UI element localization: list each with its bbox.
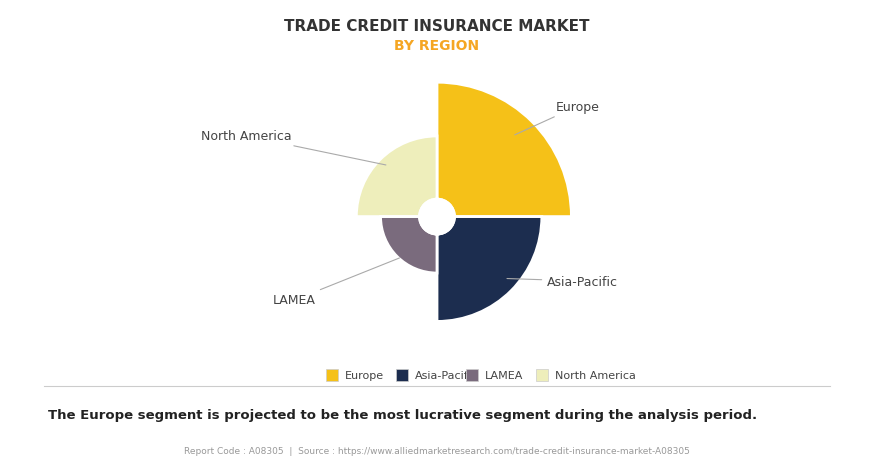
Text: Report Code : A08305  |  Source : https://www.alliedmarketresearch.com/trade-cre: Report Code : A08305 | Source : https://… xyxy=(184,445,690,455)
Text: The Europe segment is projected to be the most lucrative segment during the anal: The Europe segment is projected to be th… xyxy=(48,408,757,421)
Text: North America: North America xyxy=(201,130,386,166)
Text: BY REGION: BY REGION xyxy=(394,39,480,53)
Text: North America: North America xyxy=(555,370,635,381)
Text: Europe: Europe xyxy=(515,100,600,136)
FancyBboxPatch shape xyxy=(466,369,478,382)
Wedge shape xyxy=(357,137,437,217)
FancyBboxPatch shape xyxy=(536,369,548,382)
Wedge shape xyxy=(437,83,572,217)
Text: Asia-Pacific: Asia-Pacific xyxy=(507,275,618,288)
FancyBboxPatch shape xyxy=(326,369,338,382)
Text: LAMEA: LAMEA xyxy=(274,258,399,307)
FancyBboxPatch shape xyxy=(396,369,408,382)
Text: Europe: Europe xyxy=(345,370,384,381)
Text: TRADE CREDIT INSURANCE MARKET: TRADE CREDIT INSURANCE MARKET xyxy=(284,19,590,34)
Text: LAMEA: LAMEA xyxy=(485,370,523,381)
Text: Asia-Pacific: Asia-Pacific xyxy=(415,370,478,381)
Circle shape xyxy=(419,199,455,235)
Wedge shape xyxy=(380,217,437,274)
Wedge shape xyxy=(437,217,542,322)
